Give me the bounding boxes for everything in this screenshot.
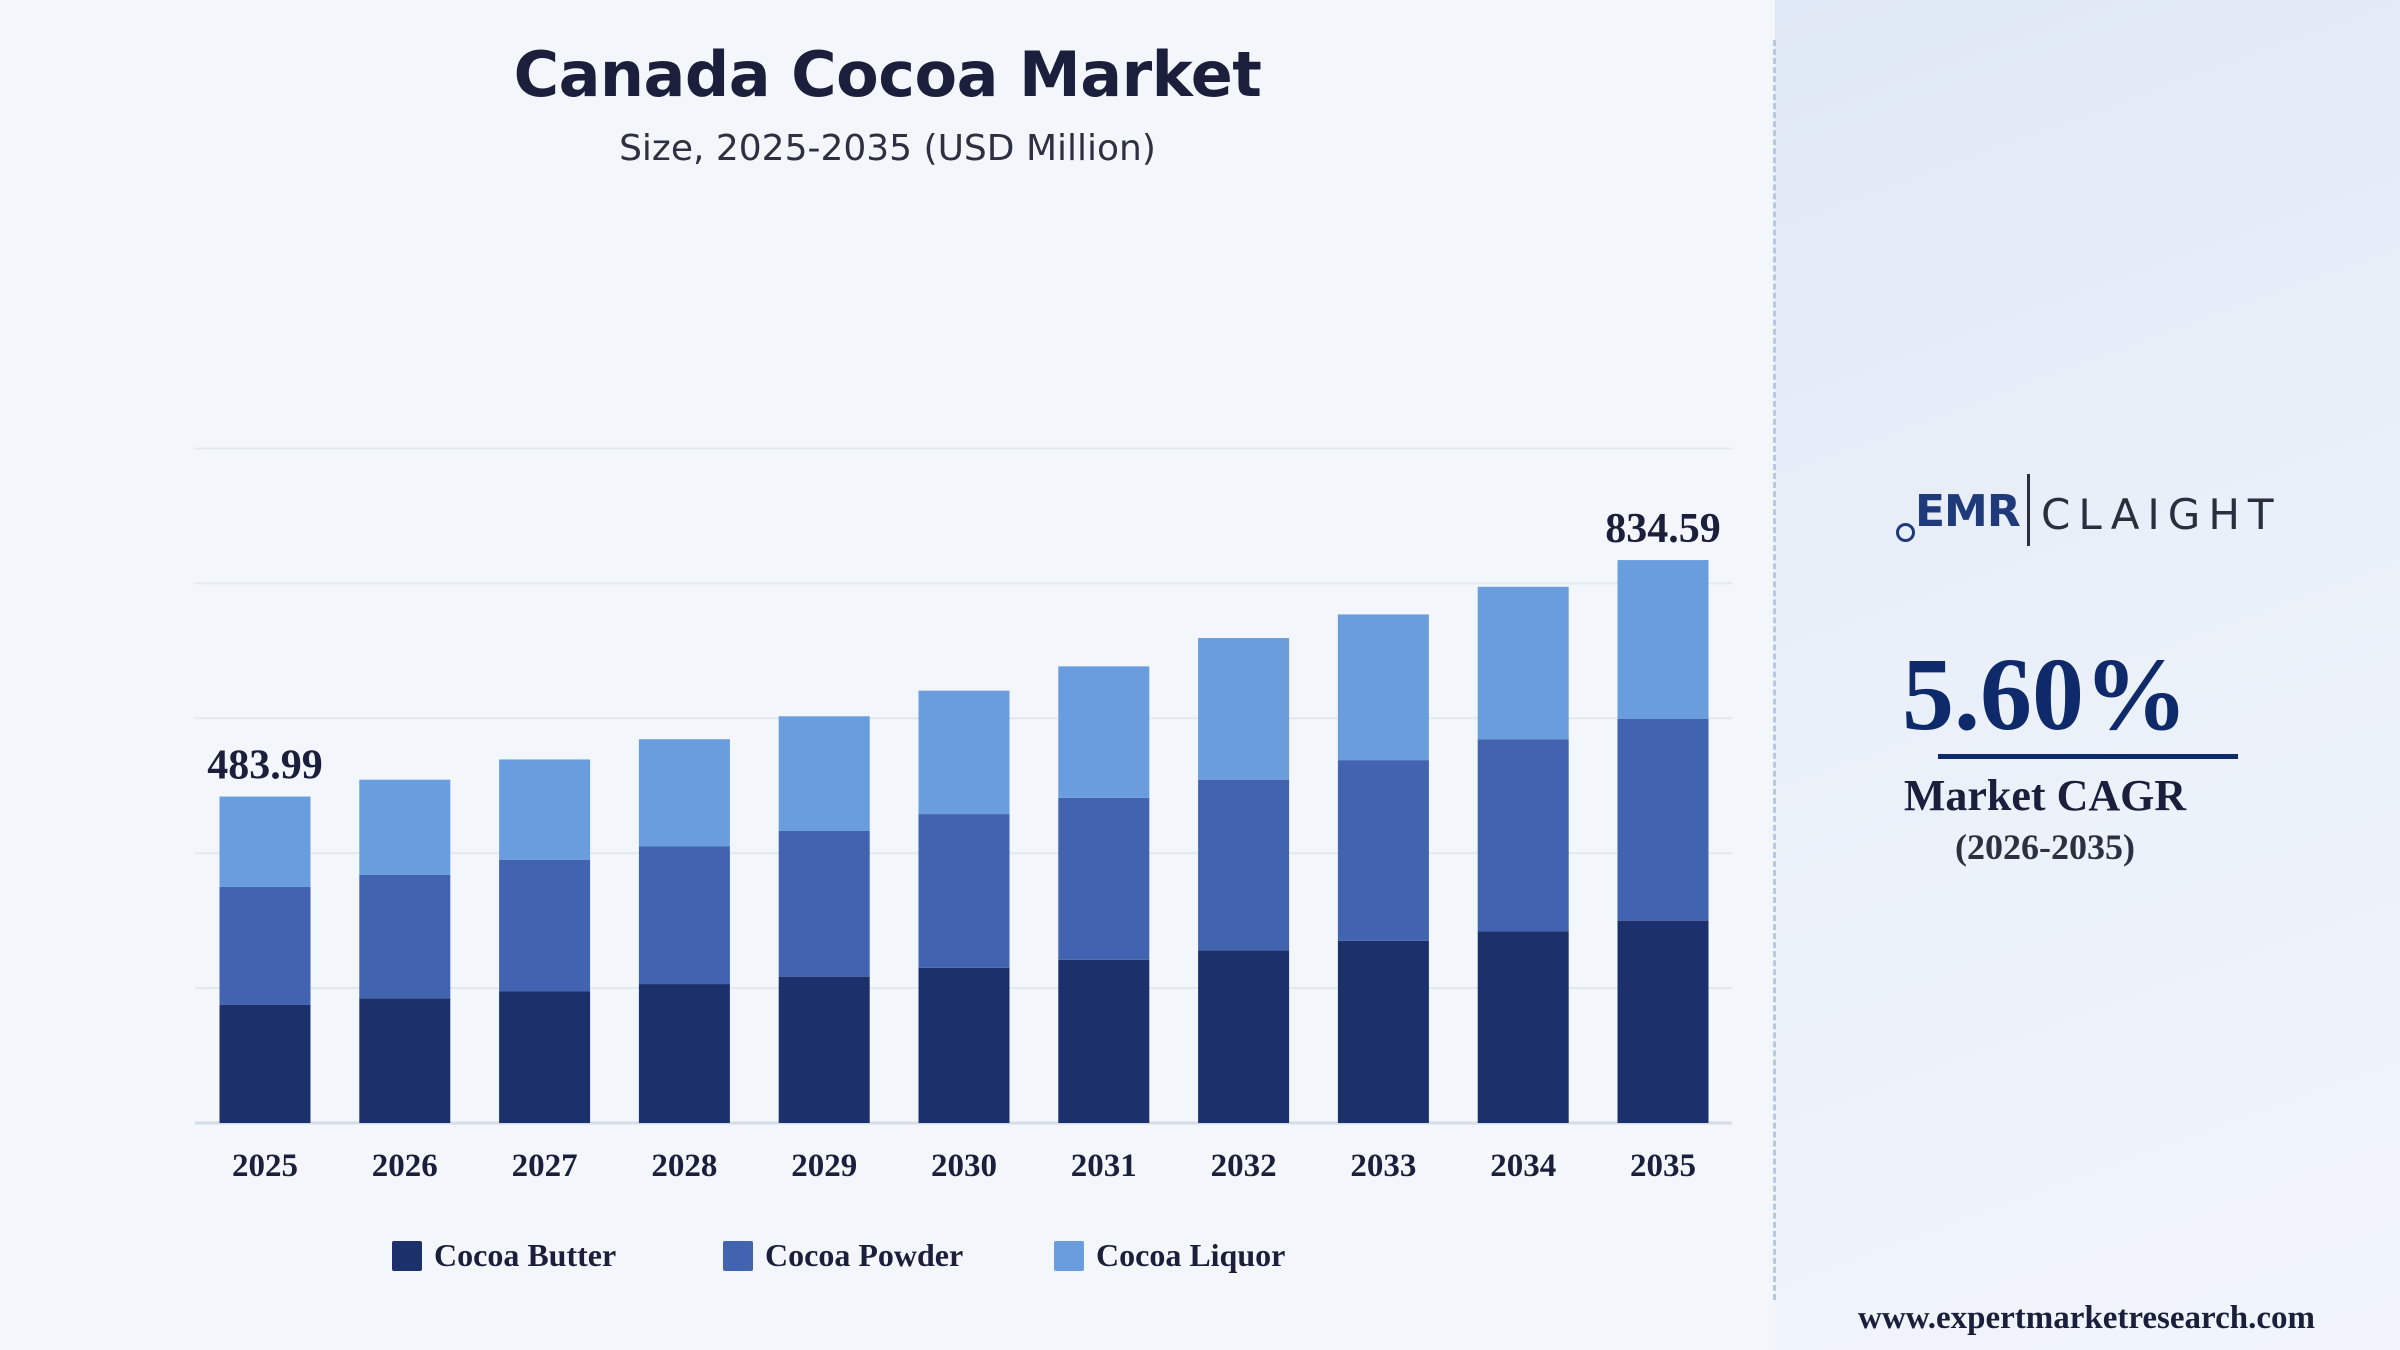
legend-label: Cocoa Liquor — [1096, 1237, 1286, 1273]
bar-segment-cocoa-butter — [1617, 920, 1709, 1123]
bar-segment-cocoa-butter — [1058, 959, 1150, 1123]
data-label: 834.59 — [1605, 506, 1721, 552]
x-tick-label: 2030 — [931, 1148, 997, 1184]
bar-segment-cocoa-liquor — [499, 759, 591, 860]
bar-segment-cocoa-butter — [219, 1004, 311, 1123]
bar-segment-cocoa-butter — [1477, 931, 1569, 1123]
x-tick-label: 2025 — [232, 1148, 298, 1184]
bar-segment-cocoa-liquor — [1198, 638, 1290, 780]
logo-emr-text: EMR — [1915, 486, 2021, 537]
bar-segment-cocoa-liquor — [638, 739, 730, 847]
legend-item: Cocoa Powder — [723, 1237, 963, 1274]
bar-segment-cocoa-butter — [1198, 950, 1290, 1123]
bar-segment-cocoa-powder — [1477, 739, 1569, 932]
bar-segment-cocoa-powder — [778, 830, 870, 977]
bar-segment-cocoa-liquor — [1337, 614, 1429, 761]
bar-segment-cocoa-butter — [1337, 940, 1429, 1123]
bar-segment-cocoa-powder — [1198, 779, 1290, 951]
bar-segment-cocoa-powder — [219, 886, 311, 1005]
bar-segment-cocoa-butter — [778, 976, 870, 1123]
website-link[interactable]: www.expertmarketresearch.com — [1858, 1300, 2315, 1336]
cagr-underline — [1938, 754, 2238, 759]
legend-swatch — [392, 1240, 422, 1271]
cagr-label: Market CAGR — [1903, 771, 2187, 820]
bar-segment-cocoa-powder — [1337, 760, 1429, 941]
summary-panel — [1775, 0, 2400, 1350]
x-tick-label: 2026 — [372, 1148, 438, 1184]
stacked-bar-chart: 2025 2026 2027 2028 2029 2030 2031 2032 2033 2034… — [195, 447, 1732, 1184]
bar-segment-cocoa-powder — [638, 846, 730, 985]
bar-segment-cocoa-butter — [638, 984, 730, 1123]
bar-segment-cocoa-liquor — [1617, 560, 1709, 719]
legend-label: Cocoa Powder — [765, 1237, 964, 1273]
legend-label: Cocoa Butter — [434, 1237, 617, 1273]
bar-segment-cocoa-liquor — [778, 716, 870, 831]
x-tick-label: 2032 — [1211, 1148, 1277, 1184]
x-tick-label: 2035 — [1630, 1148, 1696, 1184]
bar-segment-cocoa-butter — [499, 991, 591, 1123]
panel-divider — [1773, 40, 1776, 1300]
bar-segment-cocoa-butter — [918, 967, 1010, 1123]
bar-segment-cocoa-powder — [499, 859, 591, 992]
chart-title: Canada Cocoa Market — [513, 38, 1262, 111]
bar-segment-cocoa-liquor — [1058, 666, 1150, 798]
legend-swatch — [723, 1240, 753, 1271]
logo-claight-text: CLAIGHT — [2041, 490, 2282, 539]
logo-dot-icon — [1896, 523, 1915, 542]
x-tick-label: 2034 — [1490, 1148, 1556, 1184]
company-logo: EMR CLAIGHT — [1895, 468, 2285, 558]
cagr-period: (2026-2035) — [1955, 827, 2135, 867]
bar-segment-cocoa-butter — [359, 998, 451, 1123]
legend-swatch — [1054, 1240, 1084, 1271]
x-tick-label: 2031 — [1071, 1148, 1137, 1184]
x-tick-label: 2028 — [651, 1148, 717, 1184]
bar-segment-cocoa-liquor — [359, 779, 451, 875]
bar-segment-cocoa-powder — [918, 814, 1010, 968]
data-label: 483.99 — [207, 743, 323, 789]
x-tick-label: 2033 — [1350, 1148, 1416, 1184]
chart-subtitle: Size, 2025-2035 (USD Million) — [619, 128, 1156, 169]
legend-item: Cocoa Butter — [392, 1237, 616, 1274]
cagr-value: 5.60% — [1902, 637, 2188, 752]
bar-segment-cocoa-powder — [359, 874, 451, 999]
bar-segment-cocoa-powder — [1617, 718, 1709, 921]
legend-item: Cocoa Liquor — [1054, 1237, 1285, 1274]
bar-segment-cocoa-liquor — [918, 690, 1010, 815]
x-tick-label: 2027 — [512, 1148, 578, 1184]
bar-segment-cocoa-powder — [1058, 797, 1150, 960]
x-tick-label: 2029 — [791, 1148, 857, 1184]
bar-segment-cocoa-liquor — [1477, 586, 1569, 740]
logo-separator — [2027, 474, 2030, 546]
bar-segment-cocoa-liquor — [219, 796, 311, 887]
